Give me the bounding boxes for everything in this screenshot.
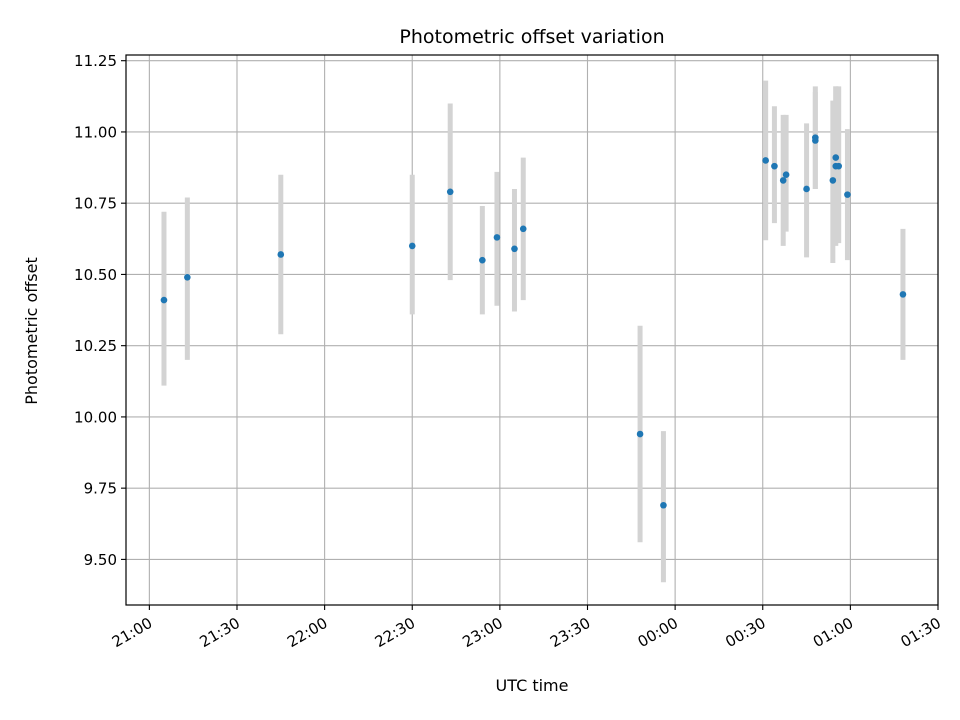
data-point: [660, 501, 667, 509]
data-point: [184, 273, 191, 281]
plot-area-frame: [125, 54, 939, 606]
data-point: [511, 245, 518, 253]
y-tick-label: 10.50: [74, 266, 117, 284]
data-point: [636, 430, 644, 438]
data-point: [160, 296, 168, 304]
data-point: [519, 225, 527, 233]
data-point: [832, 154, 840, 161]
y-tick-label: 9.50: [84, 551, 117, 569]
y-tick-label: 10.25: [74, 337, 117, 355]
data-point: [762, 157, 769, 164]
y-tick-label: 9.75: [84, 480, 117, 498]
data-point: [493, 234, 501, 241]
y-tick-label: 11.00: [74, 123, 117, 141]
data-point: [782, 171, 790, 178]
data-point: [408, 242, 416, 250]
x-axis-label: UTC time: [496, 676, 569, 695]
chart-title: Photometric offset variation: [399, 26, 664, 48]
data-point: [479, 256, 486, 264]
data-point: [771, 162, 778, 170]
data-points: [160, 134, 907, 509]
data-point: [844, 191, 851, 198]
data-point: [812, 134, 819, 141]
data-point: [277, 251, 285, 258]
data-point: [899, 291, 907, 298]
y-tick-label: 10.75: [74, 195, 117, 213]
y-tick-label: 11.25: [74, 52, 117, 70]
data-point: [779, 177, 787, 184]
data-point: [803, 185, 810, 193]
data-point: [829, 177, 837, 184]
y-tick-label: 10.00: [74, 408, 117, 426]
data-point: [835, 162, 842, 170]
y-axis-label: Photometric offset: [22, 257, 41, 405]
data-point: [446, 188, 454, 196]
